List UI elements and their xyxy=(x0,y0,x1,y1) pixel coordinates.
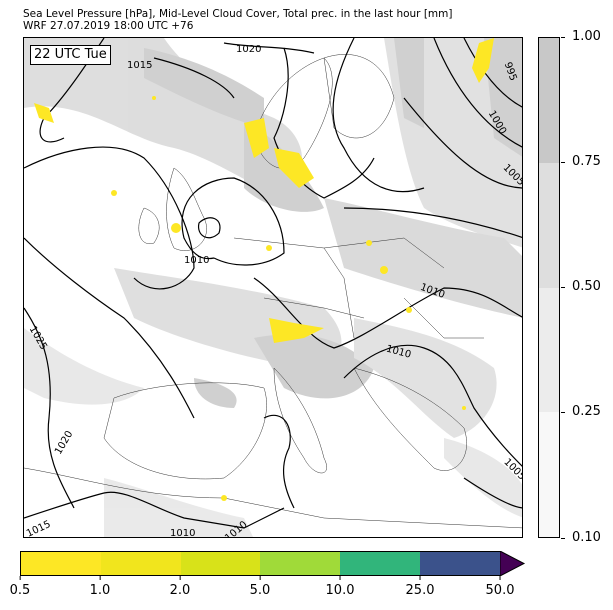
title-line-1: Sea Level Pressure [hPa], Mid-Level Clou… xyxy=(23,8,453,20)
colorbar-tick: 0.75 xyxy=(561,155,601,169)
colorbar-extend-arrow xyxy=(500,551,526,576)
colorbar-segment xyxy=(180,552,261,575)
colorbar-tick: 0.10 xyxy=(561,531,601,545)
isobar-label: 1015 xyxy=(127,60,152,71)
map-canvas: 1020 1015 1010 1025 1020 1015 1010 1010 … xyxy=(24,38,522,538)
weather-map: 1020 1015 1010 1025 1020 1015 1010 1010 … xyxy=(23,37,523,538)
isobar-label: 1020 xyxy=(53,429,75,457)
colorbar-tick: 50.0 xyxy=(486,576,514,598)
colorbar-segment xyxy=(21,552,101,575)
colorbar-tick: 1.0 xyxy=(90,576,110,598)
isobar-label: 1020 xyxy=(236,44,261,55)
cloud-cover-colorbar xyxy=(538,37,560,538)
cloud-cover xyxy=(24,38,522,537)
colorbar-tick: 1.00 xyxy=(561,30,601,44)
colorbar-tick: 2.0 xyxy=(170,576,190,598)
colorbar-segment xyxy=(539,287,559,413)
isobar-label: 1015 xyxy=(25,519,53,538)
colorbar-tick: 5.0 xyxy=(250,576,270,598)
valid-time-label: 22 UTC Tue xyxy=(30,45,111,65)
precipitation xyxy=(34,38,494,501)
colorbar-segment xyxy=(420,552,500,575)
isobars xyxy=(24,38,522,529)
isobar-label: 1010 xyxy=(184,255,209,266)
isobar-label: 1010 xyxy=(170,528,195,538)
colorbar-tick: 10.0 xyxy=(326,576,354,598)
colorbar-tick: 0.5 xyxy=(10,576,30,598)
title-line-2: WRF 27.07.2019 18:00 UTC +76 xyxy=(23,20,194,32)
colorbar-segment xyxy=(539,162,559,288)
colorbar-tick: 0.50 xyxy=(561,280,601,294)
colorbar-tick: 0.25 xyxy=(561,405,601,419)
colorbar-segment xyxy=(100,552,181,575)
precipitation-colorbar xyxy=(20,551,501,576)
chart-title: Sea Level Pressure [hPa], Mid-Level Clou… xyxy=(23,8,453,32)
colorbar-tick: 25.0 xyxy=(406,576,434,598)
colorbar-segment xyxy=(539,38,559,163)
colorbar-segment xyxy=(340,552,421,575)
colorbar-segment xyxy=(539,412,559,537)
colorbar-segment xyxy=(260,552,341,575)
